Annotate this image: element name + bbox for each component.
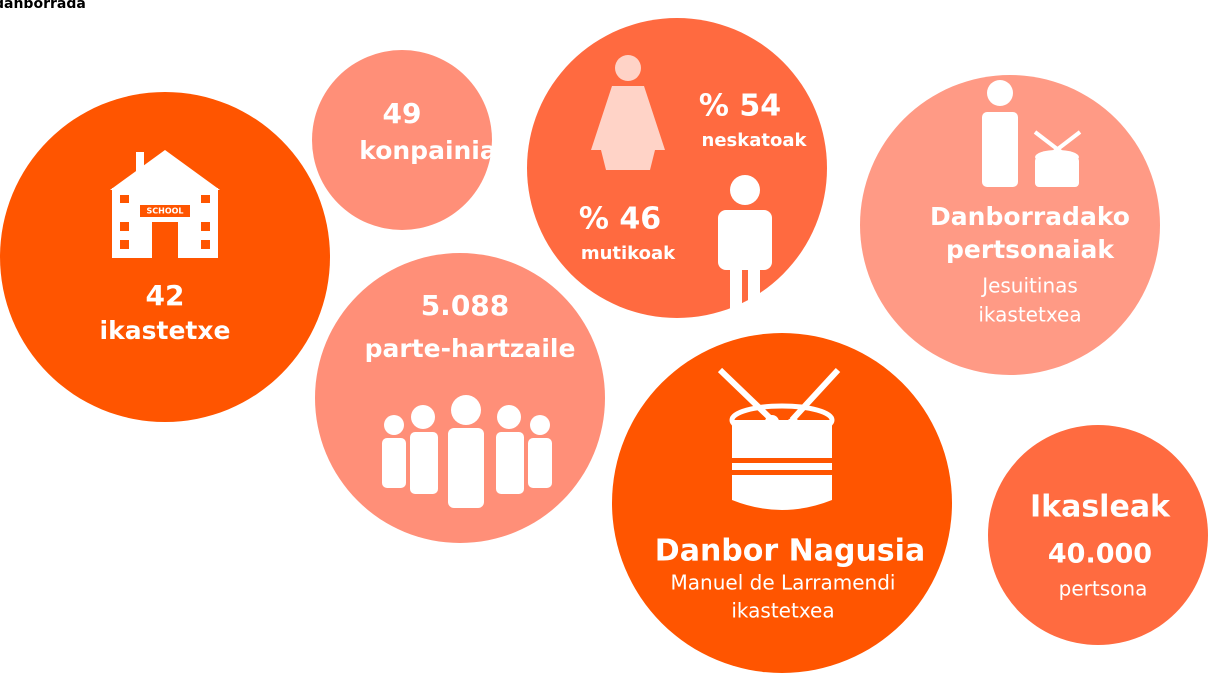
man-icon (718, 175, 772, 315)
stat-label: Danbor Nagusia (655, 534, 925, 569)
stat-label: Danborradako (930, 202, 1130, 231)
stat-label: parte-hartzaile (365, 334, 576, 363)
stat-number: % 46 (579, 202, 661, 237)
stat-number: 42 (146, 279, 185, 312)
stat-label: konpainia (359, 136, 497, 165)
stat-number: 40.000 (1048, 539, 1152, 570)
bubble (527, 18, 827, 318)
stat-number: 49 (383, 97, 422, 130)
stat-label: Ikasleak (1030, 490, 1171, 525)
stat-sub: ikastetxea (978, 303, 1081, 327)
stat-label: ikastetxe (100, 316, 231, 345)
stat-sub: Jesuitinas (980, 274, 1078, 298)
stat-label: neskatoak (702, 130, 808, 151)
stat-label: mutikoak (581, 243, 676, 264)
page-title: danborrada (0, 0, 86, 12)
woman-icon (591, 55, 665, 170)
bubble (860, 75, 1160, 375)
school-sign: SCHOOL (146, 207, 183, 216)
stat-sub: Manuel de Larramendi (671, 571, 896, 595)
stat-sub: ikastetxea (731, 599, 834, 623)
stat-label: pertsonaiak (946, 235, 1115, 264)
stat-number: 5.088 (421, 289, 510, 322)
drum-icon (717, 367, 841, 510)
bubble (988, 425, 1208, 645)
stat-sub: pertsona (1059, 577, 1148, 601)
character-icon (982, 80, 1082, 187)
people-icon (382, 395, 552, 508)
bubble (312, 50, 492, 230)
stat-number: % 54 (699, 89, 781, 124)
school-icon (110, 150, 220, 258)
